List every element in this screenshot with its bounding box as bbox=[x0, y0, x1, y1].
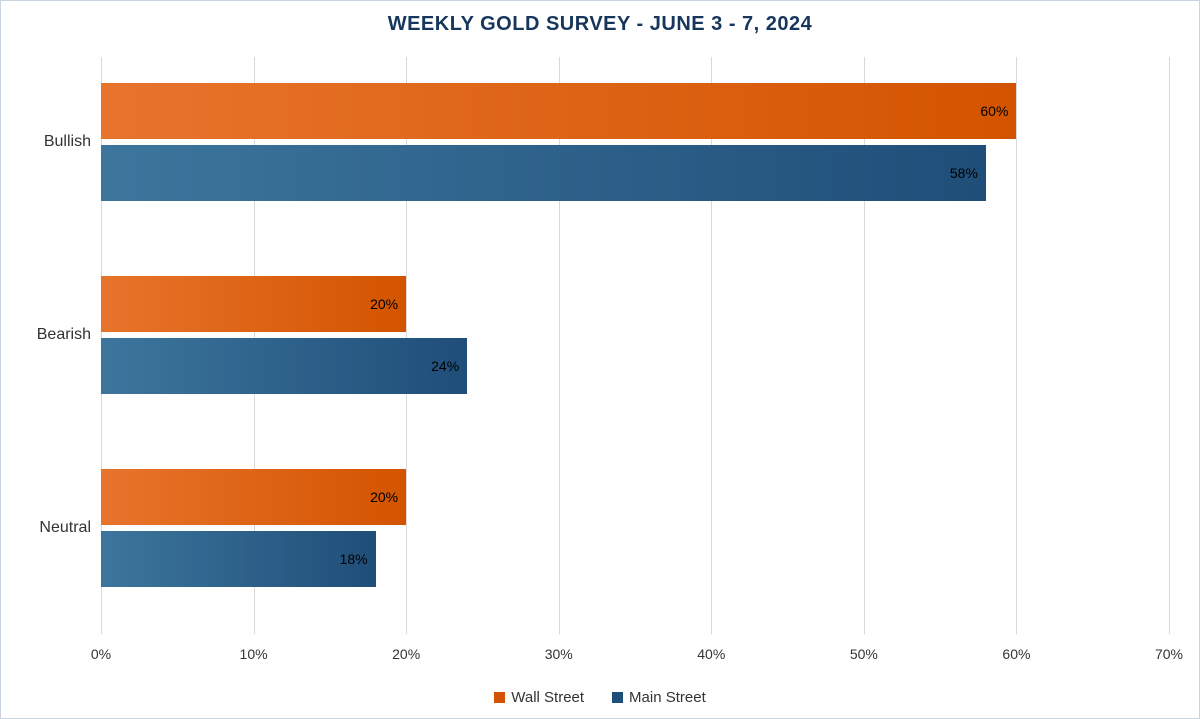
grid-line bbox=[864, 57, 865, 634]
legend-label: Main Street bbox=[629, 689, 706, 706]
bar-value-label: 60% bbox=[980, 103, 1008, 119]
bar-wall-street: 20% bbox=[101, 276, 406, 332]
bar-value-label: 18% bbox=[340, 551, 368, 567]
legend-item: Main Street bbox=[612, 689, 706, 706]
y-category-label: Bearish bbox=[11, 326, 91, 344]
x-tick-label: 10% bbox=[240, 646, 268, 662]
grid-line bbox=[1169, 57, 1170, 634]
x-tick-label: 70% bbox=[1155, 646, 1183, 662]
y-category-label: Bullish bbox=[11, 133, 91, 151]
x-tick-label: 30% bbox=[545, 646, 573, 662]
bar-value-label: 20% bbox=[370, 489, 398, 505]
grid-line bbox=[711, 57, 712, 634]
x-tick-label: 20% bbox=[392, 646, 420, 662]
bar-main-street: 18% bbox=[101, 531, 376, 587]
bar-value-label: 58% bbox=[950, 165, 978, 181]
x-tick-label: 0% bbox=[91, 646, 111, 662]
chart-title: WEEKLY GOLD SURVEY - JUNE 3 - 7, 2024 bbox=[1, 13, 1199, 36]
grid-line bbox=[1016, 57, 1017, 634]
x-tick-label: 60% bbox=[1002, 646, 1030, 662]
grid-line bbox=[559, 57, 560, 634]
legend-label: Wall Street bbox=[511, 689, 584, 706]
bar-main-street: 24% bbox=[101, 338, 467, 394]
x-tick-label: 40% bbox=[697, 646, 725, 662]
bar-wall-street: 60% bbox=[101, 83, 1016, 139]
chart-frame: WEEKLY GOLD SURVEY - JUNE 3 - 7, 2024 0%… bbox=[0, 0, 1200, 719]
legend-swatch bbox=[494, 692, 505, 703]
bar-value-label: 20% bbox=[370, 296, 398, 312]
x-tick-label: 50% bbox=[850, 646, 878, 662]
legend: Wall Street Main Street bbox=[1, 689, 1199, 706]
plot-area: 0%10%20%30%40%50%60%70%Bullish60%58%Bear… bbox=[101, 57, 1169, 634]
bar-main-street: 58% bbox=[101, 145, 986, 201]
y-category-label: Neutral bbox=[11, 519, 91, 537]
bar-value-label: 24% bbox=[431, 358, 459, 374]
legend-item: Wall Street bbox=[494, 689, 584, 706]
bar-wall-street: 20% bbox=[101, 469, 406, 525]
legend-swatch bbox=[612, 692, 623, 703]
